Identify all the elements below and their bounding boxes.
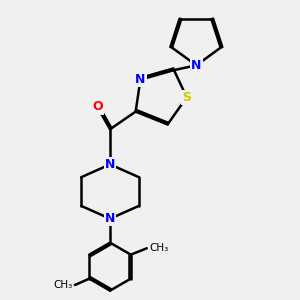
Text: N: N (105, 212, 115, 225)
Text: N: N (191, 59, 202, 72)
Text: N: N (135, 73, 146, 86)
Text: N: N (105, 158, 115, 171)
Text: O: O (92, 100, 103, 113)
Text: S: S (182, 91, 191, 104)
Text: CH₃: CH₃ (149, 243, 168, 253)
Text: CH₃: CH₃ (53, 280, 73, 290)
